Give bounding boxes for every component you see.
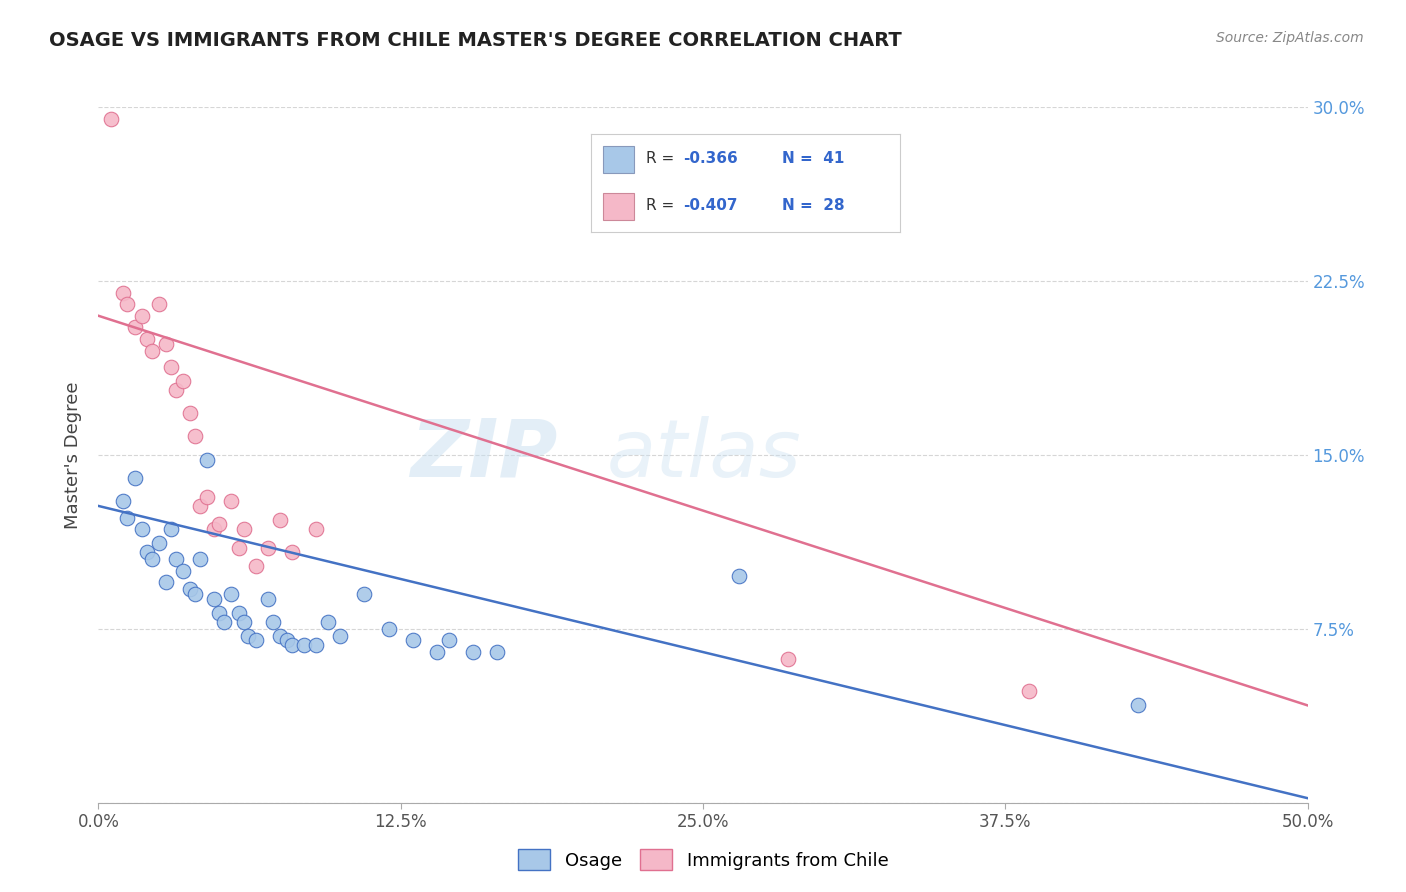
- Point: [232, 615, 254, 629]
- Point: [776, 652, 799, 666]
- Text: OSAGE VS IMMIGRANTS FROM CHILE MASTER'S DEGREE CORRELATION CHART: OSAGE VS IMMIGRANTS FROM CHILE MASTER'S …: [49, 31, 903, 50]
- Point: [188, 552, 211, 566]
- Point: [281, 638, 304, 652]
- Point: [228, 541, 250, 555]
- Point: [232, 522, 254, 536]
- Point: [195, 490, 218, 504]
- Legend: Osage, Immigrants from Chile: Osage, Immigrants from Chile: [510, 842, 896, 877]
- Point: [184, 429, 207, 443]
- Point: [131, 522, 153, 536]
- Point: [188, 499, 211, 513]
- Point: [148, 536, 170, 550]
- Point: [208, 606, 231, 620]
- Point: [160, 359, 183, 374]
- Point: [160, 522, 183, 536]
- Text: Source: ZipAtlas.com: Source: ZipAtlas.com: [1216, 31, 1364, 45]
- Point: [1018, 684, 1040, 698]
- Point: [148, 297, 170, 311]
- Text: -0.366: -0.366: [683, 151, 738, 166]
- Point: [305, 638, 328, 652]
- Point: [172, 374, 194, 388]
- Point: [179, 582, 201, 597]
- Point: [221, 587, 243, 601]
- Point: [269, 629, 291, 643]
- Text: N =  41: N = 41: [782, 151, 845, 166]
- Point: [135, 545, 157, 559]
- Point: [305, 522, 328, 536]
- Text: -0.407: -0.407: [683, 198, 738, 213]
- Point: [238, 629, 260, 643]
- Point: [256, 591, 278, 606]
- Point: [292, 638, 315, 652]
- Point: [131, 309, 153, 323]
- Point: [155, 575, 177, 590]
- Text: N =  28: N = 28: [782, 198, 845, 213]
- Point: [184, 587, 207, 601]
- FancyBboxPatch shape: [603, 145, 634, 173]
- Point: [141, 552, 163, 566]
- Point: [221, 494, 243, 508]
- Point: [155, 336, 177, 351]
- Point: [165, 383, 187, 397]
- Text: ZIP: ZIP: [411, 416, 558, 494]
- Point: [316, 615, 339, 629]
- Point: [262, 615, 284, 629]
- Point: [377, 622, 399, 636]
- Point: [281, 545, 304, 559]
- Point: [111, 494, 134, 508]
- Point: [111, 285, 134, 300]
- Point: [245, 559, 267, 574]
- Point: [124, 320, 146, 334]
- Point: [117, 297, 139, 311]
- Point: [245, 633, 267, 648]
- Point: [256, 541, 278, 555]
- Point: [165, 552, 187, 566]
- FancyBboxPatch shape: [603, 193, 634, 220]
- Text: R =: R =: [647, 198, 679, 213]
- Point: [172, 564, 194, 578]
- Point: [402, 633, 425, 648]
- Y-axis label: Master's Degree: Master's Degree: [65, 381, 83, 529]
- Point: [212, 615, 235, 629]
- Point: [208, 517, 231, 532]
- Point: [329, 629, 352, 643]
- Point: [228, 606, 250, 620]
- Point: [269, 513, 291, 527]
- Point: [353, 587, 375, 601]
- Point: [276, 633, 298, 648]
- Point: [463, 645, 485, 659]
- Point: [426, 645, 449, 659]
- Point: [1128, 698, 1150, 713]
- Point: [195, 452, 218, 467]
- Text: atlas: atlas: [606, 416, 801, 494]
- Point: [135, 332, 157, 346]
- Point: [117, 510, 139, 524]
- Point: [728, 568, 751, 582]
- Point: [141, 343, 163, 358]
- Point: [437, 633, 460, 648]
- Point: [100, 112, 122, 126]
- Point: [204, 522, 226, 536]
- Text: R =: R =: [647, 151, 679, 166]
- Point: [179, 406, 201, 420]
- Point: [486, 645, 509, 659]
- Point: [124, 471, 146, 485]
- Point: [204, 591, 226, 606]
